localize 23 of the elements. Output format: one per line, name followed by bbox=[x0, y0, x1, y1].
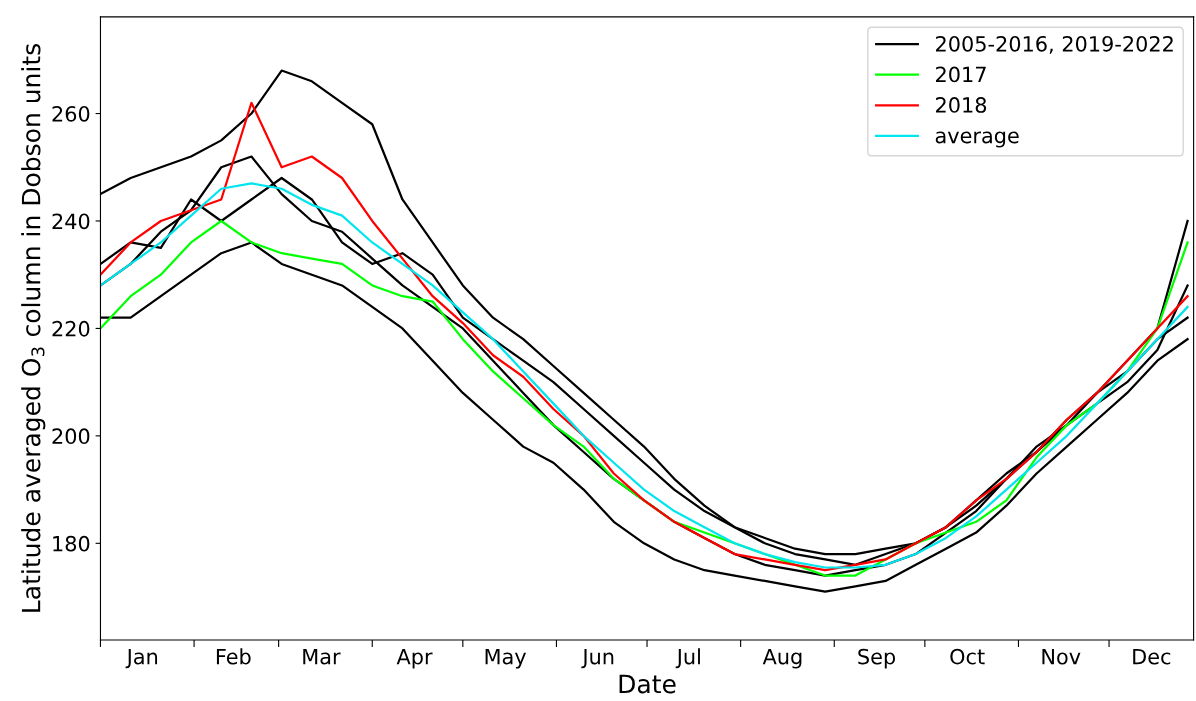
x-tick-label: Jul bbox=[675, 648, 700, 669]
x-tick-label: Dec bbox=[1133, 648, 1171, 665]
legend-label: 2018 bbox=[936, 97, 987, 113]
x-tick-label: Apr bbox=[396, 648, 433, 669]
y-tick-label: 200 bbox=[52, 428, 90, 445]
x-tick-label: Feb bbox=[216, 648, 251, 665]
legend-label: 2017 bbox=[936, 66, 986, 83]
x-tick-label: Jun bbox=[581, 648, 614, 669]
y-tick-label: 220 bbox=[52, 320, 90, 337]
x-tick-label: Sep bbox=[858, 648, 896, 669]
y-axis-title: Latitude averaged O$_{3}$ column in Dobson units bbox=[21, 44, 46, 612]
x-tick-label: Oct bbox=[950, 648, 985, 665]
x-tick-label: Nov bbox=[1042, 648, 1081, 665]
legend-label: average bbox=[935, 131, 1019, 148]
x-axis-title: Date bbox=[619, 674, 676, 694]
legend-label: 2005-2016, 2019-2022 bbox=[936, 35, 1173, 54]
x-tick-label: May bbox=[485, 648, 527, 669]
x-tick-label: Jan bbox=[125, 648, 158, 669]
x-tick-label: Mar bbox=[303, 648, 341, 665]
x-tick-label: Aug bbox=[762, 648, 802, 669]
y-tick-label: 240 bbox=[52, 213, 90, 230]
y-tick-label: 260 bbox=[52, 105, 90, 122]
y-tick-label: 180 bbox=[53, 535, 90, 552]
